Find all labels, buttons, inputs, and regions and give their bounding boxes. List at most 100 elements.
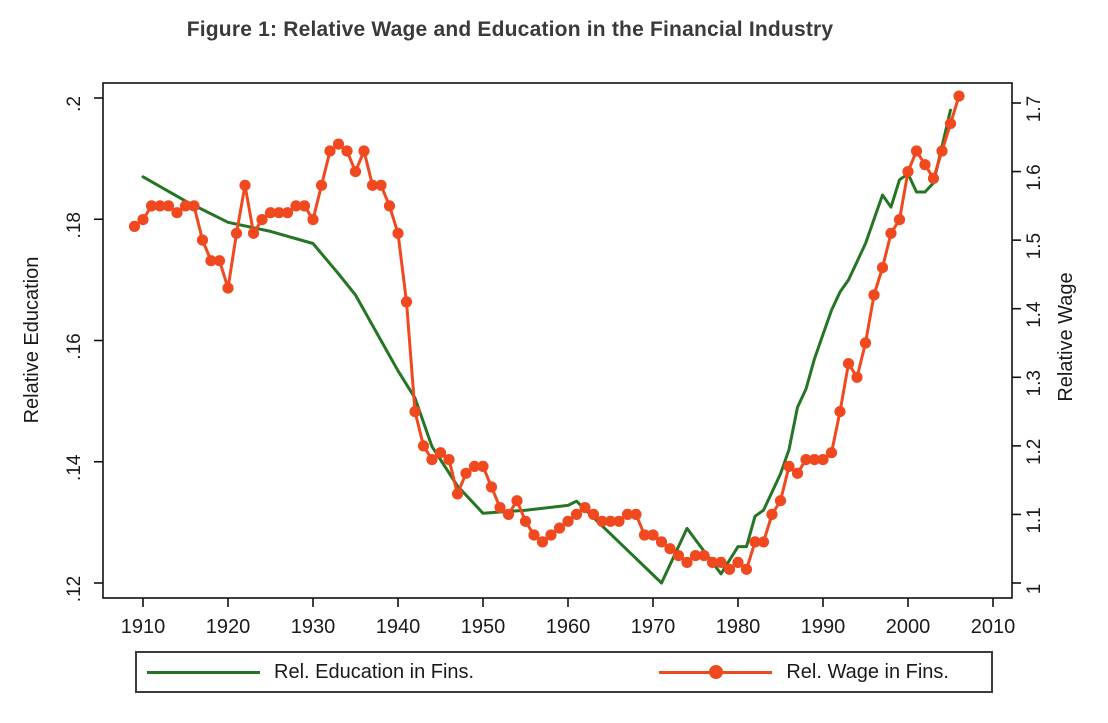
wage-marker	[723, 563, 736, 575]
wage-marker	[868, 289, 880, 301]
wage-marker	[205, 255, 217, 267]
wage-marker	[213, 255, 226, 267]
wage-marker	[545, 529, 557, 541]
legend-label-wage: Rel. Wage in Fins.	[786, 660, 949, 683]
wage-marker	[179, 200, 192, 212]
figure-title: Figure 1: Relative Wage and Education in…	[186, 18, 834, 41]
right-tick-label: 1.5	[1024, 233, 1045, 259]
wage-marker	[222, 282, 234, 294]
wage-marker	[944, 118, 957, 130]
wage-marker	[647, 529, 659, 541]
x-tick-label: 1910	[121, 616, 166, 638]
wage-marker	[196, 234, 209, 246]
wage-marker	[451, 488, 464, 500]
wage-marker	[689, 550, 702, 562]
right-tick-label: 1.4	[1024, 301, 1045, 328]
x-tick-label: 2010	[971, 616, 1016, 638]
right-tick-label: 1.1	[1024, 507, 1045, 533]
wage-marker	[417, 440, 430, 452]
wage-marker	[502, 508, 515, 520]
wage-marker	[800, 454, 812, 466]
wage-marker	[511, 495, 523, 507]
wage-marker	[264, 207, 277, 219]
wage-marker	[655, 536, 668, 548]
wage-marker	[536, 536, 549, 548]
wage-marker	[672, 550, 685, 562]
wage-marker	[392, 227, 404, 239]
x-tick-label: 2000	[886, 616, 931, 638]
wage-marker	[154, 200, 166, 212]
wage-marker	[817, 454, 829, 466]
wage-marker	[145, 200, 158, 212]
wage-marker	[375, 179, 387, 191]
x-tick-label: 1950	[461, 616, 506, 638]
left-tick-label: .2	[64, 96, 85, 112]
wage-marker	[383, 200, 396, 212]
legend-box: Rel. Education in Fins. Rel. Wage in Fin…	[135, 651, 993, 693]
wage-marker	[885, 227, 897, 239]
wage-marker	[519, 515, 532, 527]
wage-marker	[477, 460, 489, 472]
left-axis-title: Relative Education	[21, 257, 43, 424]
left-tick-label: .18	[64, 212, 85, 238]
right-tick-label: 1.7	[1024, 96, 1045, 122]
x-tick-label: 1930	[291, 616, 336, 638]
wage-marker	[715, 556, 727, 569]
wage-marker	[230, 227, 243, 239]
wage-marker	[902, 166, 914, 178]
x-tick-label: 1980	[716, 616, 761, 638]
wage-marker	[791, 467, 804, 479]
wage-marker	[273, 207, 285, 219]
wage-marker	[587, 508, 600, 520]
wage-marker	[732, 556, 744, 569]
wage-marker	[757, 536, 770, 548]
wage-marker	[290, 200, 302, 212]
wage-marker	[638, 529, 651, 541]
wage-marker	[162, 200, 175, 212]
wage-marker	[128, 220, 141, 232]
wage-marker	[443, 454, 455, 466]
wage-marker	[749, 536, 761, 548]
wage-marker	[630, 508, 642, 520]
wage-marker	[842, 358, 855, 370]
wage-marker	[919, 159, 931, 171]
wage-marker	[621, 508, 634, 520]
wage-marker	[366, 179, 379, 191]
left-tick-label: .12	[64, 576, 85, 602]
wage-line	[133, 94, 961, 571]
wage-marker	[281, 207, 294, 219]
wage-marker	[298, 200, 311, 212]
wage-marker	[485, 481, 498, 493]
wage-marker	[324, 145, 336, 157]
wage-marker	[910, 145, 923, 157]
wage-marker	[808, 454, 821, 466]
wage-marker	[783, 460, 795, 472]
wage-marker	[468, 460, 481, 472]
wage-marker	[927, 172, 940, 184]
wage-marker	[341, 145, 353, 157]
wage-marker	[859, 337, 872, 349]
wage-marker	[953, 90, 965, 102]
x-tick-label: 1960	[546, 616, 591, 638]
left-tick-label: .14	[64, 454, 85, 481]
wage-marker	[834, 406, 846, 418]
legend-label-education: Rel. Education in Fins.	[274, 660, 475, 683]
wage-marker	[698, 550, 710, 562]
right-tick-label: 1.6	[1024, 164, 1045, 190]
right-tick-label: 1.2	[1024, 439, 1045, 465]
wage-marker	[247, 227, 260, 239]
wage-marker	[349, 166, 362, 178]
legend-item-education: Rel. Education in Fins.	[147, 661, 474, 684]
legend-item-wage: Rel. Wage in Fins.	[659, 661, 949, 684]
wage-marker-dot	[708, 665, 723, 679]
wage-marker	[740, 563, 753, 575]
wage-marker	[409, 406, 421, 418]
plot-border	[102, 82, 1013, 599]
wage-marker	[774, 495, 787, 507]
wage-marker	[188, 200, 200, 212]
wage-marker	[681, 556, 693, 569]
wage-marker	[936, 145, 948, 157]
wage-marker	[851, 371, 863, 383]
